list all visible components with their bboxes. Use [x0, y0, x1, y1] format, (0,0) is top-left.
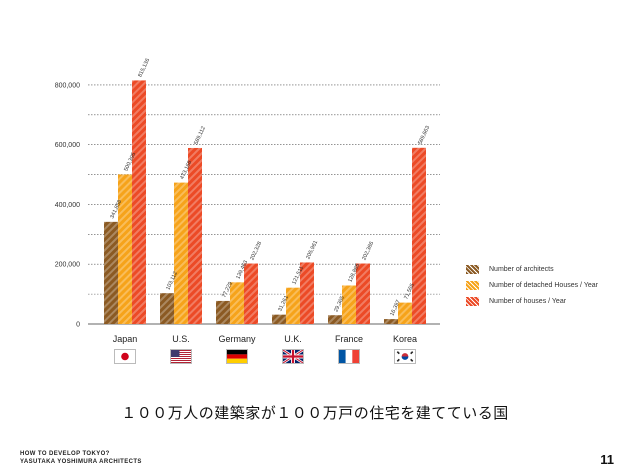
- bar: [356, 263, 370, 324]
- legend-label-detached-houses: Number of detached Houses / Year: [489, 281, 598, 289]
- france-flag-icon: [338, 349, 360, 364]
- x-tick-label: France: [335, 334, 363, 344]
- bar: [300, 262, 314, 324]
- chart-grid: [88, 84, 440, 325]
- chart-bars: [104, 80, 426, 324]
- y-tick-label: 0: [76, 322, 80, 329]
- x-tick-label: U.K.: [284, 334, 302, 344]
- footer-credits: HOW TO DEVELOP TOKYO? YASUTAKA YOSHIMURA…: [20, 450, 142, 466]
- uk-flag-icon: [282, 349, 304, 364]
- y-tick-label: 800,000: [55, 82, 80, 89]
- bar-chart: 0 200,000 400,000 600,000 800,000 341,858500…: [55, 58, 440, 344]
- bar-value-label: 589,663: [417, 125, 431, 146]
- bar: [230, 282, 244, 324]
- bar-value-label: 205,961: [305, 240, 319, 261]
- x-tick-label: Korea: [393, 334, 417, 344]
- y-tick-label: 200,000: [55, 262, 80, 269]
- bar-value-label: 589,112: [193, 126, 207, 146]
- legend-swatch-houses: [466, 296, 479, 306]
- bar-value-label: 202,328: [249, 241, 263, 262]
- x-axis-ticks: Japan U.S. Germany U.K. France Korea: [113, 334, 417, 344]
- legend-item-detached-houses: Number of detached Houses / Year: [466, 278, 598, 292]
- bar: [412, 147, 426, 324]
- bar: [286, 287, 300, 324]
- bar: [244, 263, 258, 324]
- country-flags: [0, 349, 630, 367]
- x-tick-label: U.S.: [172, 334, 190, 344]
- germany-flag-icon: [226, 349, 248, 364]
- bar: [398, 302, 412, 324]
- bar: [216, 300, 230, 324]
- bar-value-label: 815,136: [137, 58, 151, 79]
- korea-flag-icon: [394, 349, 416, 364]
- bar: [174, 182, 188, 324]
- page-caption: １００万人の建築家が１００万戸の住宅を建てている国: [121, 404, 509, 422]
- y-tick-label: 600,000: [55, 142, 80, 149]
- x-tick-label: Germany: [218, 334, 256, 344]
- bar: [384, 319, 398, 324]
- page-number: 11: [600, 452, 614, 467]
- chart-legend: Number of architects Number of detached …: [466, 262, 598, 310]
- bar-value-label: 202,386: [361, 241, 375, 262]
- x-tick-label: Japan: [113, 334, 138, 344]
- us-flag-icon: [170, 349, 192, 364]
- legend-label-houses: Number of houses / Year: [489, 297, 567, 305]
- y-axis-ticks: 0 200,000 400,000 600,000 800,000: [55, 82, 80, 328]
- bar: [104, 221, 118, 324]
- legend-swatch-architects: [466, 264, 479, 274]
- bar: [118, 174, 132, 324]
- japan-flag-icon: [114, 349, 136, 364]
- bar: [328, 315, 342, 324]
- bar: [160, 293, 174, 324]
- legend-label-architects: Number of architects: [489, 265, 554, 273]
- bar: [188, 147, 202, 324]
- legend-item-architects: Number of architects: [466, 262, 598, 276]
- bar-value-labels: 341,858500,395815,136103,112473,168589,1…: [109, 58, 431, 317]
- bar: [342, 285, 356, 324]
- bar: [132, 80, 146, 324]
- footer-title: HOW TO DEVELOP TOKYO?: [20, 451, 110, 457]
- legend-swatch-detached-houses: [466, 280, 479, 290]
- footer-author: YASUTAKA YOSHIMURA ARCHITECTS: [20, 459, 142, 465]
- legend-item-houses: Number of houses / Year: [466, 294, 598, 308]
- y-tick-label: 400,000: [55, 202, 80, 209]
- bar: [272, 314, 286, 324]
